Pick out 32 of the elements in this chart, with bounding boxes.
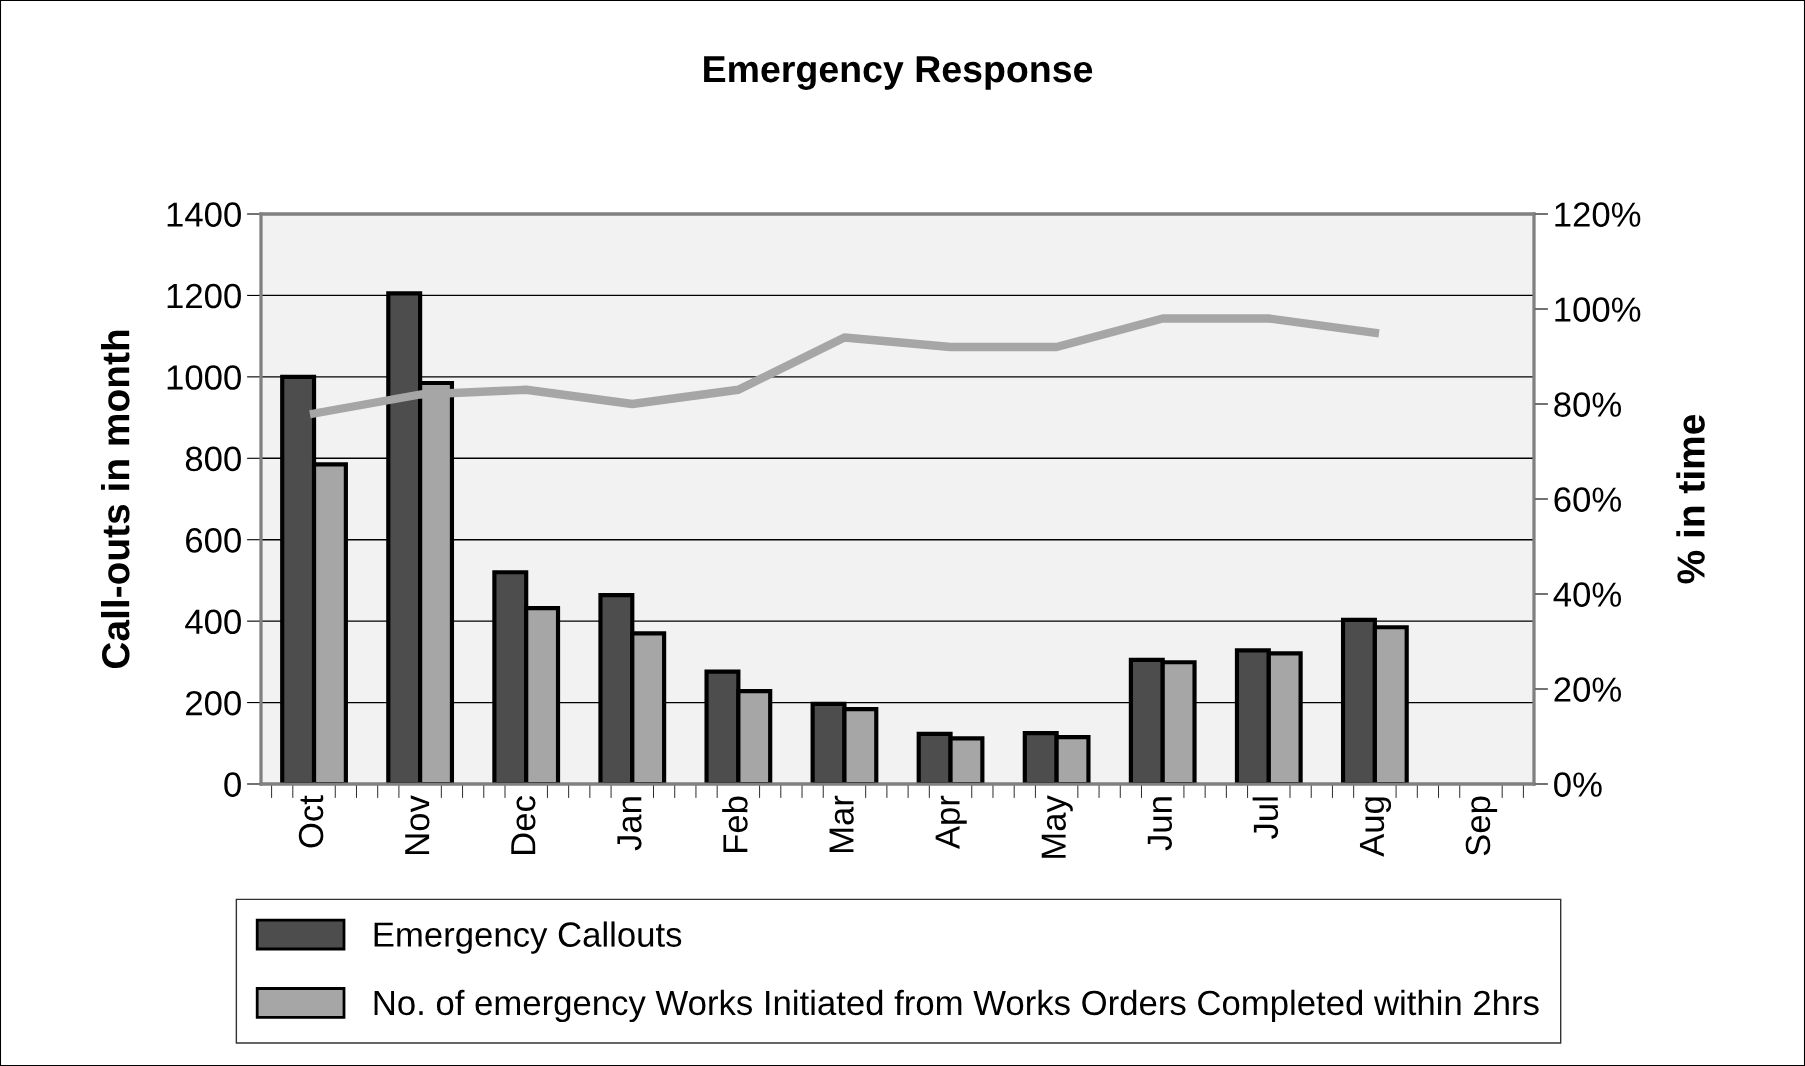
y-tick-label: 1400 <box>167 202 241 227</box>
y2-tick-label: 120% <box>1555 202 1641 227</box>
x-tick-label: Apr <box>935 795 967 850</box>
y-tick-label: 1000 <box>167 365 241 390</box>
x-tick-label: Oct <box>298 795 324 848</box>
x-tick-label: May <box>1041 795 1073 858</box>
y-tick-label: 200 <box>186 690 241 716</box>
y2-tick-label: 80% <box>1554 392 1622 417</box>
legend-label: No. of emergency Works Initiated from Works Orders Completed within 2hrs <box>374 989 1539 1023</box>
x-tick-label: Jan <box>617 797 642 851</box>
y-tick-label: 1200 <box>167 283 241 309</box>
x-tick-label: Feb <box>722 796 748 853</box>
y2-tick-label: 40% <box>1553 582 1622 607</box>
y2-tick-label: 20% <box>1554 677 1622 702</box>
y-axis-title: Call-outs in month <box>100 330 130 669</box>
legend-label: Emergency Callouts <box>374 921 682 954</box>
chart-title: Emergency Response <box>704 56 1093 90</box>
y-tick-label: 800 <box>185 446 241 472</box>
y2-tick-label: 0% <box>1554 772 1602 797</box>
x-tick-label: Nov <box>405 795 430 855</box>
y2-tick-label: 100% <box>1555 297 1641 322</box>
y2-axis-title: % in time <box>1676 414 1705 584</box>
y-tick-label: 400 <box>185 609 241 635</box>
x-tick-label: Mar <box>829 795 854 853</box>
y2-tick-label: 60% <box>1554 487 1622 512</box>
x-tick-label: Jun <box>1147 797 1173 851</box>
y-tick-label: 600 <box>186 528 241 553</box>
x-tick-label: Dec <box>511 796 536 855</box>
x-tick-label: Jul <box>1252 797 1279 839</box>
y-tick-label: 0 <box>224 772 241 797</box>
x-tick-label: Aug <box>1359 797 1392 857</box>
x-tick-label: Sep <box>1465 796 1498 856</box>
